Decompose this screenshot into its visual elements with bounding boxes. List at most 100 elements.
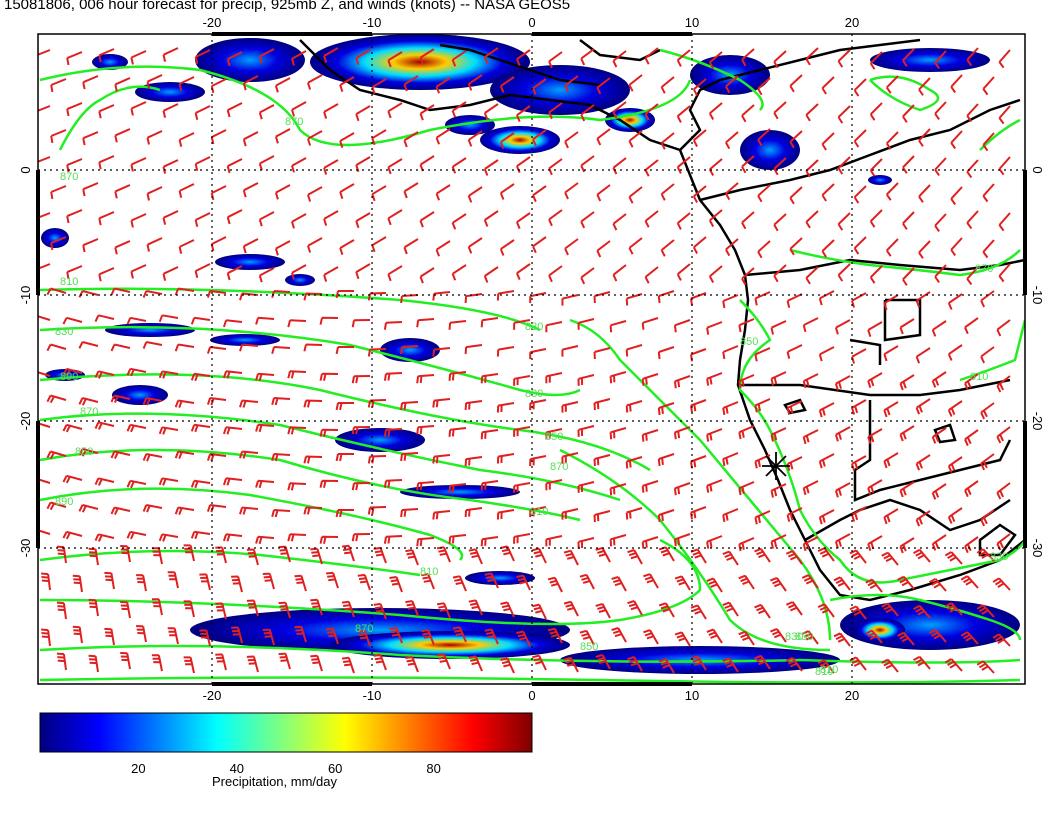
- wind-barb: [222, 533, 243, 542]
- wind-barb: [389, 576, 403, 593]
- wind-barb: [46, 501, 67, 511]
- wind-barb: [902, 48, 915, 67]
- wind-barb: [183, 600, 195, 618]
- wind-barb: [239, 343, 259, 352]
- wind-barb: [38, 371, 51, 377]
- wind-barb: [78, 397, 99, 406]
- wind-barb: [291, 101, 307, 117]
- wind-barb: [387, 265, 403, 282]
- wind-barb: [786, 293, 803, 308]
- wind-barb: [162, 210, 179, 225]
- map-title: 15081806, 006 hour forecast for precip, …: [4, 0, 571, 13]
- wind-barb: [56, 545, 67, 564]
- wind-barb: [46, 394, 67, 404]
- wind-barb: [66, 158, 83, 173]
- wind-barb: [291, 157, 307, 173]
- wind-barb: [532, 185, 547, 203]
- contour-label: 810: [815, 666, 833, 678]
- wind-barb: [818, 290, 835, 306]
- wind-barb: [464, 293, 483, 304]
- wind-barb: [421, 629, 435, 646]
- wind-barb: [757, 128, 771, 147]
- wind-barb: [255, 316, 275, 325]
- lon-tick-top: 0: [528, 15, 535, 30]
- wind-barbs: [38, 47, 1011, 674]
- wind-barb: [515, 212, 531, 230]
- wind-barb: [464, 400, 483, 411]
- wind-barb: [500, 657, 515, 674]
- wind-barb: [885, 238, 899, 257]
- wind-barb: [915, 291, 931, 308]
- wind-barb: [818, 453, 835, 469]
- contour-label: 870: [355, 623, 373, 635]
- wind-barb: [403, 182, 419, 199]
- wind-barb: [773, 157, 787, 176]
- contour-label: 850: [740, 336, 758, 348]
- wind-barb: [464, 344, 483, 355]
- wind-barb: [278, 545, 291, 563]
- wind-barb: [674, 575, 691, 591]
- wind-barb: [513, 533, 531, 544]
- wind-barb: [323, 159, 339, 175]
- wind-barb: [351, 482, 371, 491]
- wind-barb: [158, 533, 179, 542]
- wind-barb: [355, 212, 371, 229]
- wind-barb: [255, 372, 275, 382]
- contour-label: 870: [285, 116, 303, 128]
- wind-barb: [483, 103, 499, 120]
- wind-barb: [529, 348, 547, 360]
- wind-barb: [801, 574, 819, 589]
- wind-barb: [151, 598, 163, 616]
- wind-barb: [837, 212, 851, 231]
- wind-barb: [992, 577, 1011, 591]
- wind-barb: [158, 426, 179, 435]
- wind-barb: [770, 320, 787, 335]
- wind-barb: [673, 319, 691, 333]
- wind-barb: [104, 627, 115, 646]
- contour-label: 810: [60, 276, 78, 288]
- wind-barb: [484, 628, 499, 645]
- frame-edge-marks: [36, 32, 1027, 686]
- wind-barb: [88, 654, 99, 673]
- wind-barb: [817, 603, 835, 618]
- wind-barb: [206, 453, 227, 462]
- wind-barb: [142, 504, 163, 513]
- wind-barb: [480, 429, 499, 440]
- wind-barb: [865, 629, 883, 644]
- wind-barb: [722, 294, 739, 309]
- wind-barb: [802, 373, 819, 389]
- lat-tick-left: 0: [18, 166, 33, 173]
- wind-barb: [708, 102, 723, 120]
- wind-barb: [928, 578, 947, 592]
- wind-barb: [215, 653, 227, 671]
- wind-barb: [416, 374, 435, 384]
- wind-barb: [56, 652, 67, 671]
- wind-barb: [529, 399, 547, 411]
- wind-barb: [834, 319, 851, 335]
- wind-barb: [174, 287, 195, 296]
- wind-barb: [174, 399, 195, 408]
- wind-barb: [754, 654, 771, 670]
- wind-barb: [644, 210, 659, 228]
- wind-barb: [773, 101, 787, 120]
- wind-barb: [515, 263, 531, 281]
- contour-label: 850: [545, 431, 563, 443]
- wind-barb: [194, 212, 211, 228]
- wind-barb: [387, 51, 403, 68]
- wind-barb: [770, 371, 787, 386]
- wind-barb: [339, 239, 355, 256]
- colorbar-ticks: 20 40 60 80: [131, 761, 441, 776]
- wind-barb: [982, 76, 995, 96]
- wind-barb: [389, 627, 403, 644]
- wind-barb: [483, 47, 499, 64]
- wind-barb: [902, 155, 915, 174]
- wind-barb: [708, 265, 723, 283]
- wind-barb: [580, 104, 595, 122]
- wind-barb: [357, 629, 371, 647]
- wind-barb: [950, 74, 963, 94]
- wind-barb: [194, 156, 211, 172]
- wind-barb: [419, 211, 435, 228]
- wind-barb: [452, 626, 467, 643]
- wind-barb: [62, 367, 83, 377]
- wind-barb: [944, 551, 963, 565]
